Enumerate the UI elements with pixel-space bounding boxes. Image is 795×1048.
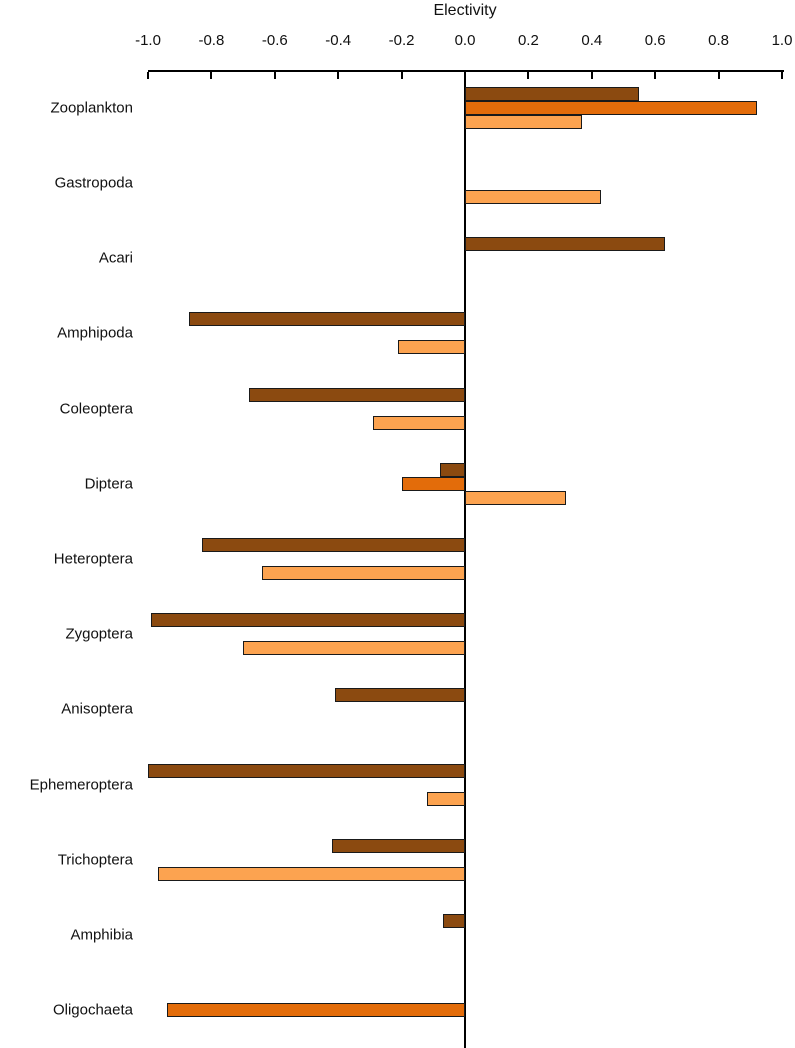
bar-heteroptera-series-3-light-orange xyxy=(262,566,465,580)
x-tick-mark xyxy=(147,72,149,79)
x-tick-label: -0.4 xyxy=(325,32,352,49)
bar-ephemeroptera-series-1-dark-brown xyxy=(148,763,465,778)
bar-coleoptera-series-3-light-orange xyxy=(373,415,465,430)
category-label-zygoptera: Zygoptera xyxy=(65,625,133,643)
x-tick-mark xyxy=(273,72,276,79)
x-tick-mark xyxy=(464,72,466,79)
bar-diptera-series-1-dark-brown xyxy=(439,462,465,477)
category-label-ephemeroptera: Ephemeroptera xyxy=(29,776,133,794)
category-label-gastropoda: Gastropoda xyxy=(54,174,133,192)
bar-diptera-series-3-light-orange xyxy=(465,490,567,505)
x-tick-mark xyxy=(781,72,783,79)
bar-ephemeroptera-series-3-light-orange xyxy=(426,791,465,806)
bar-coleoptera-series-1-dark-brown xyxy=(249,387,465,402)
x-tick-mark xyxy=(337,72,340,79)
x-tick-label: 0.8 xyxy=(708,32,730,49)
category-label-heteroptera: Heteroptera xyxy=(53,550,133,568)
x-axis-line xyxy=(148,70,784,72)
category-label-acari: Acari xyxy=(98,249,133,267)
x-tick-mark xyxy=(654,72,657,79)
x-tick-label: 0.0 xyxy=(454,32,476,49)
x-tick-mark xyxy=(590,72,593,79)
bar-amphipoda-series-1-dark-brown xyxy=(189,312,465,327)
x-tick-label: -1.0 xyxy=(135,32,161,49)
category-label-amphibia: Amphibia xyxy=(70,926,133,944)
bar-diptera-series-2-orange xyxy=(401,476,465,491)
bar-trichoptera-series-3-light-orange xyxy=(157,866,465,881)
x-tick-label: 0.4 xyxy=(581,32,603,49)
chart-title: Electivity xyxy=(433,2,497,19)
x-tick-label: 0.6 xyxy=(644,32,666,49)
bar-amphipoda-series-3-light-orange xyxy=(398,340,465,355)
bar-oligochaeta-series-2-orange xyxy=(167,1003,465,1018)
y-axis-zero-line xyxy=(464,70,466,1048)
bar-zygoptera-series-3-light-orange xyxy=(243,641,465,656)
x-tick-mark xyxy=(717,72,720,79)
bar-zooplankton-series-1-dark-brown xyxy=(465,86,640,101)
bar-trichoptera-series-1-dark-brown xyxy=(331,838,465,853)
x-tick-label: 0.2 xyxy=(517,32,539,49)
x-tick-mark xyxy=(400,72,403,79)
bar-heteroptera-series-1-dark-brown xyxy=(201,538,465,552)
x-tick-label: -0.2 xyxy=(388,32,415,49)
category-label-coleoptera: Coleoptera xyxy=(59,400,133,418)
bar-zooplankton-series-2-orange xyxy=(465,100,757,115)
x-tick-mark xyxy=(527,72,530,79)
x-tick-mark xyxy=(210,72,213,79)
x-tick-label: 1.0 xyxy=(771,32,793,49)
x-tick-label: -0.8 xyxy=(198,32,225,49)
bar-zooplankton-series-3-light-orange xyxy=(465,114,583,129)
x-tick-label: -0.6 xyxy=(261,32,288,49)
bar-amphibia-series-1-dark-brown xyxy=(442,914,465,929)
bar-anisoptera-series-1-dark-brown xyxy=(335,688,465,703)
category-label-anisoptera: Anisoptera xyxy=(61,700,133,718)
bar-acari-series-1-dark-brown xyxy=(465,237,665,252)
category-label-zooplankton: Zooplankton xyxy=(50,99,133,117)
category-label-oligochaeta: Oligochaeta xyxy=(52,1001,133,1019)
bar-zygoptera-series-1-dark-brown xyxy=(151,613,465,628)
category-label-trichoptera: Trichoptera xyxy=(57,851,133,869)
category-label-amphipoda: Amphipoda xyxy=(57,324,133,342)
category-label-diptera: Diptera xyxy=(84,475,133,493)
bar-gastropoda-series-3-light-orange xyxy=(465,189,602,204)
